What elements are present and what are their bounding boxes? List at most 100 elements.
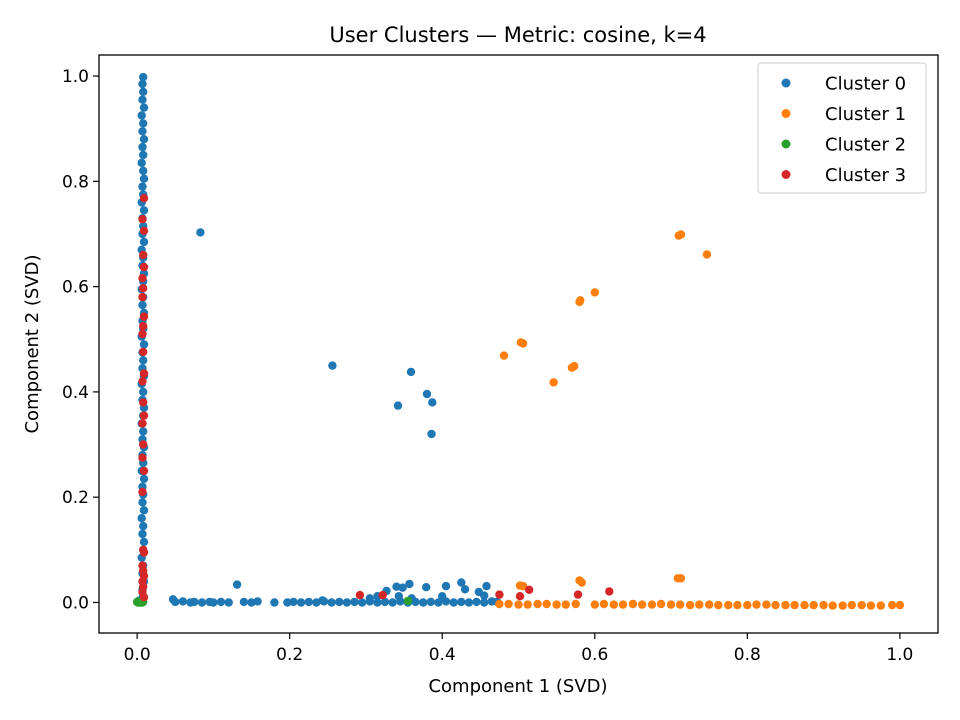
scatter-point bbox=[139, 250, 148, 260]
scatter-point bbox=[138, 419, 147, 428]
scatter-point bbox=[138, 487, 147, 497]
scatter-point bbox=[819, 600, 828, 610]
scatter-point bbox=[518, 581, 528, 591]
scatter-point bbox=[525, 585, 534, 594]
scatter-point bbox=[695, 600, 704, 609]
scatter-point bbox=[743, 600, 752, 610]
scatter-point bbox=[139, 440, 148, 449]
scatter-point bbox=[809, 600, 818, 610]
scatter-point bbox=[857, 600, 866, 610]
chart-title: User Clusters — Metric: cosine, k=4 bbox=[329, 23, 706, 47]
scatter-point bbox=[139, 398, 148, 407]
scatter-point bbox=[752, 600, 761, 609]
scatter-point bbox=[523, 600, 532, 609]
scatter-point bbox=[514, 600, 523, 609]
scatter-point bbox=[139, 548, 149, 557]
scatter-point bbox=[378, 590, 387, 600]
y-tick-label: 0.4 bbox=[62, 383, 89, 403]
scatter-point bbox=[480, 591, 489, 600]
scatter-point bbox=[464, 598, 474, 607]
scatter-point bbox=[495, 590, 504, 599]
legend-box bbox=[757, 62, 927, 194]
scatter-point bbox=[138, 453, 147, 462]
scatter-point bbox=[533, 599, 542, 609]
scatter-point bbox=[283, 598, 292, 607]
scatter-point bbox=[139, 321, 148, 331]
scatter-point bbox=[138, 529, 147, 539]
series-2 bbox=[132, 596, 413, 607]
scatter-point bbox=[137, 158, 146, 168]
scatter-point bbox=[666, 600, 676, 609]
scatter-point bbox=[406, 367, 416, 377]
x-tick-label: 0.2 bbox=[276, 645, 303, 665]
scatter-point bbox=[139, 237, 149, 247]
scatter-point bbox=[590, 600, 599, 609]
y-axis-title: Component 2 (SVD) bbox=[22, 254, 43, 433]
series-1 bbox=[495, 230, 905, 610]
scatter-point bbox=[209, 598, 218, 607]
y-tick-label: 0.8 bbox=[62, 172, 89, 192]
scatter-point bbox=[232, 580, 242, 589]
scatter-point bbox=[253, 597, 262, 606]
scatter-point bbox=[139, 521, 148, 531]
scatter-point bbox=[847, 600, 856, 610]
scatter-point bbox=[888, 600, 897, 610]
scatter-point bbox=[762, 600, 771, 609]
scatter-point bbox=[438, 592, 447, 601]
scatter-point bbox=[139, 411, 149, 420]
scatter-point bbox=[561, 600, 570, 609]
scatter-point bbox=[139, 135, 149, 144]
scatter-point bbox=[137, 111, 146, 120]
scatter-point bbox=[196, 228, 205, 237]
scatter-point bbox=[139, 87, 148, 97]
x-axis-ticks: 0.0 0.2 0.4 0.6 0.8 1.0 bbox=[124, 633, 913, 665]
scatter-point bbox=[139, 369, 149, 378]
scatter-point bbox=[441, 581, 451, 591]
scatter-point bbox=[637, 600, 647, 609]
scatter-point bbox=[518, 339, 528, 348]
scatter-point bbox=[590, 288, 599, 297]
scatter-point bbox=[714, 600, 723, 610]
scatter-point bbox=[335, 597, 344, 607]
scatter-point bbox=[197, 598, 207, 607]
legend-marker bbox=[781, 139, 791, 149]
scatter-point bbox=[138, 377, 147, 386]
x-tick-label: 0.6 bbox=[581, 645, 608, 665]
scatter-point bbox=[178, 597, 188, 606]
scatter-point bbox=[781, 600, 790, 610]
scatter-point bbox=[609, 600, 618, 609]
scatter-point bbox=[190, 597, 199, 607]
legend-marker bbox=[781, 78, 791, 88]
scatter-point bbox=[702, 250, 712, 259]
scatter-point bbox=[373, 598, 382, 607]
scatter-point bbox=[357, 598, 367, 607]
scatter-point bbox=[866, 601, 876, 610]
scatter-point bbox=[139, 284, 148, 293]
scatter-point bbox=[318, 596, 327, 605]
scatter-point bbox=[138, 79, 147, 89]
legend-label: Cluster 2 bbox=[825, 135, 906, 156]
scatter-point bbox=[577, 578, 586, 587]
scatter-point bbox=[457, 578, 466, 587]
scatter-point bbox=[139, 72, 148, 82]
scatter-point bbox=[676, 574, 686, 583]
scatter-point bbox=[571, 599, 580, 609]
scatter-point bbox=[499, 351, 509, 360]
scatter-point bbox=[771, 600, 780, 610]
scatter-point bbox=[790, 600, 799, 610]
legend-label: Cluster 3 bbox=[825, 165, 906, 186]
scatter-point bbox=[895, 600, 905, 610]
scatter-point bbox=[139, 340, 149, 349]
scatter-point bbox=[724, 600, 733, 610]
scatter-point bbox=[139, 347, 148, 357]
y-tick-label: 1.0 bbox=[62, 67, 89, 87]
scatter-point bbox=[216, 597, 226, 607]
x-tick-label: 1.0 bbox=[886, 645, 913, 665]
scatter-point bbox=[138, 274, 147, 283]
scatter-point bbox=[138, 300, 147, 310]
legend-marker bbox=[781, 170, 791, 179]
scatter-point bbox=[137, 514, 146, 523]
y-tick-label: 0.2 bbox=[62, 488, 89, 508]
scatter-point bbox=[838, 601, 847, 610]
